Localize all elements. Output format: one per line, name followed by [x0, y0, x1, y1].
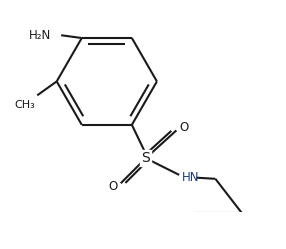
Text: CH₃: CH₃ [15, 100, 35, 110]
Text: HN: HN [182, 171, 199, 184]
Text: O: O [108, 180, 117, 193]
Text: S: S [141, 151, 150, 165]
Text: O: O [180, 121, 189, 133]
Text: H₂N: H₂N [29, 29, 51, 42]
